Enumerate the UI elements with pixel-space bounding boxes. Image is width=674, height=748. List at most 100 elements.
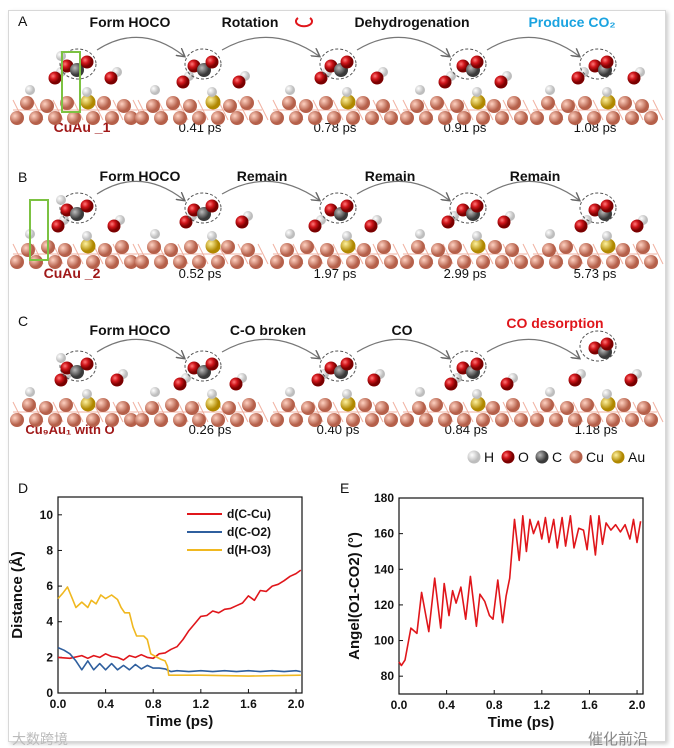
plot-frame [398, 497, 644, 695]
cu-atom [185, 401, 199, 415]
cu-atom [384, 255, 398, 269]
cu-atom [365, 111, 379, 125]
h-atom [415, 387, 425, 397]
legend-swatch-h [467, 450, 481, 464]
panel-label-b: B [18, 169, 27, 185]
panel-label-c: C [18, 313, 28, 329]
cu-atom [58, 243, 72, 257]
x-tick-label: 1.6 [581, 698, 598, 712]
step-label: Remain [237, 168, 288, 184]
o-atom [494, 75, 508, 89]
cu-atom [448, 240, 462, 254]
au-atom [470, 396, 486, 412]
cu-atom [549, 413, 563, 427]
watermark-right: 催化前沿 [588, 730, 648, 748]
highlight-ellipse [59, 350, 97, 382]
cu-atom [280, 243, 294, 257]
snapshot [10, 192, 144, 269]
o-atom [630, 219, 644, 233]
highlight-ellipse [579, 192, 617, 224]
o-atom [500, 377, 514, 391]
cu-atom [476, 255, 490, 269]
cu-atom [124, 111, 138, 125]
o-atom [51, 219, 65, 233]
cu-atom [635, 99, 649, 113]
cu-atom [22, 398, 36, 412]
h-atom [150, 387, 160, 397]
h-atom [472, 231, 482, 241]
o-atom [232, 75, 246, 89]
time-label: 1.08 ps [574, 120, 617, 135]
cu-atom [376, 99, 390, 113]
cu-atom [530, 413, 544, 427]
cu-atom [419, 255, 433, 269]
h-atom [602, 87, 612, 97]
cu-atom [346, 255, 360, 269]
cu-atom [124, 255, 138, 269]
y-tick-label: 8 [46, 543, 53, 557]
cu-atom [637, 401, 651, 415]
h-atom [56, 195, 66, 205]
snapshot [530, 192, 664, 269]
cu-atom [625, 413, 639, 427]
cu-atom [644, 255, 658, 269]
cu-atom [308, 413, 322, 427]
h-atom [472, 389, 482, 399]
o-atom [340, 55, 354, 69]
h-atom [602, 389, 612, 399]
highlight-ellipse [184, 48, 222, 80]
o-atom [205, 357, 219, 371]
highlight-ellipse [319, 192, 357, 224]
cu-atom [221, 240, 235, 254]
y-tick-label: 2 [46, 650, 53, 664]
step-label: Dehydrogenation [354, 14, 469, 30]
arrow [356, 180, 449, 200]
cu-atom [135, 111, 149, 125]
cu-atom [223, 99, 237, 113]
bond-line [652, 401, 664, 423]
highlight-ellipse [449, 350, 487, 382]
x-tick-label: 1.2 [533, 698, 550, 712]
cu-atom [20, 96, 34, 110]
arrow [356, 36, 449, 56]
o-atom [364, 219, 378, 233]
arrow [96, 36, 184, 56]
cu-atom [165, 398, 179, 412]
series-line-2 [57, 586, 301, 677]
snapshot [10, 350, 144, 427]
o-atom [574, 219, 588, 233]
au-atom [340, 94, 356, 110]
h-atom [285, 229, 295, 239]
cu-atom [411, 240, 425, 254]
o-atom [600, 199, 614, 213]
bond-line [257, 243, 269, 265]
step-label: Remain [510, 168, 561, 184]
cu-atom [164, 243, 178, 257]
o-atom [470, 55, 484, 69]
cu-atom [282, 96, 296, 110]
o-atom [308, 219, 322, 233]
x-tick-label: 0.8 [145, 697, 162, 711]
cu-atom [375, 401, 389, 415]
time-label: 1.97 ps [314, 266, 357, 281]
legend-label: d(H-O3) [227, 543, 271, 557]
o-atom [173, 377, 187, 391]
cu-atom [192, 111, 206, 125]
cu-atom [192, 255, 206, 269]
h-atom [415, 229, 425, 239]
snapshot [270, 192, 404, 269]
time-label: 0.41 ps [179, 120, 222, 135]
highlight-ellipse [59, 48, 97, 80]
panel-label-a: A [18, 13, 28, 29]
step-label: Form HOCO [90, 322, 171, 338]
time-label: 0.52 ps [179, 266, 222, 281]
snapshot [270, 48, 404, 125]
x-axis-label: Time (ps) [488, 714, 554, 731]
cu-atom [48, 413, 62, 427]
h-atom [207, 87, 217, 97]
arrow [96, 180, 184, 200]
highlight-ellipse [184, 350, 222, 382]
cu-atom [173, 111, 187, 125]
highlight-box [61, 51, 81, 113]
